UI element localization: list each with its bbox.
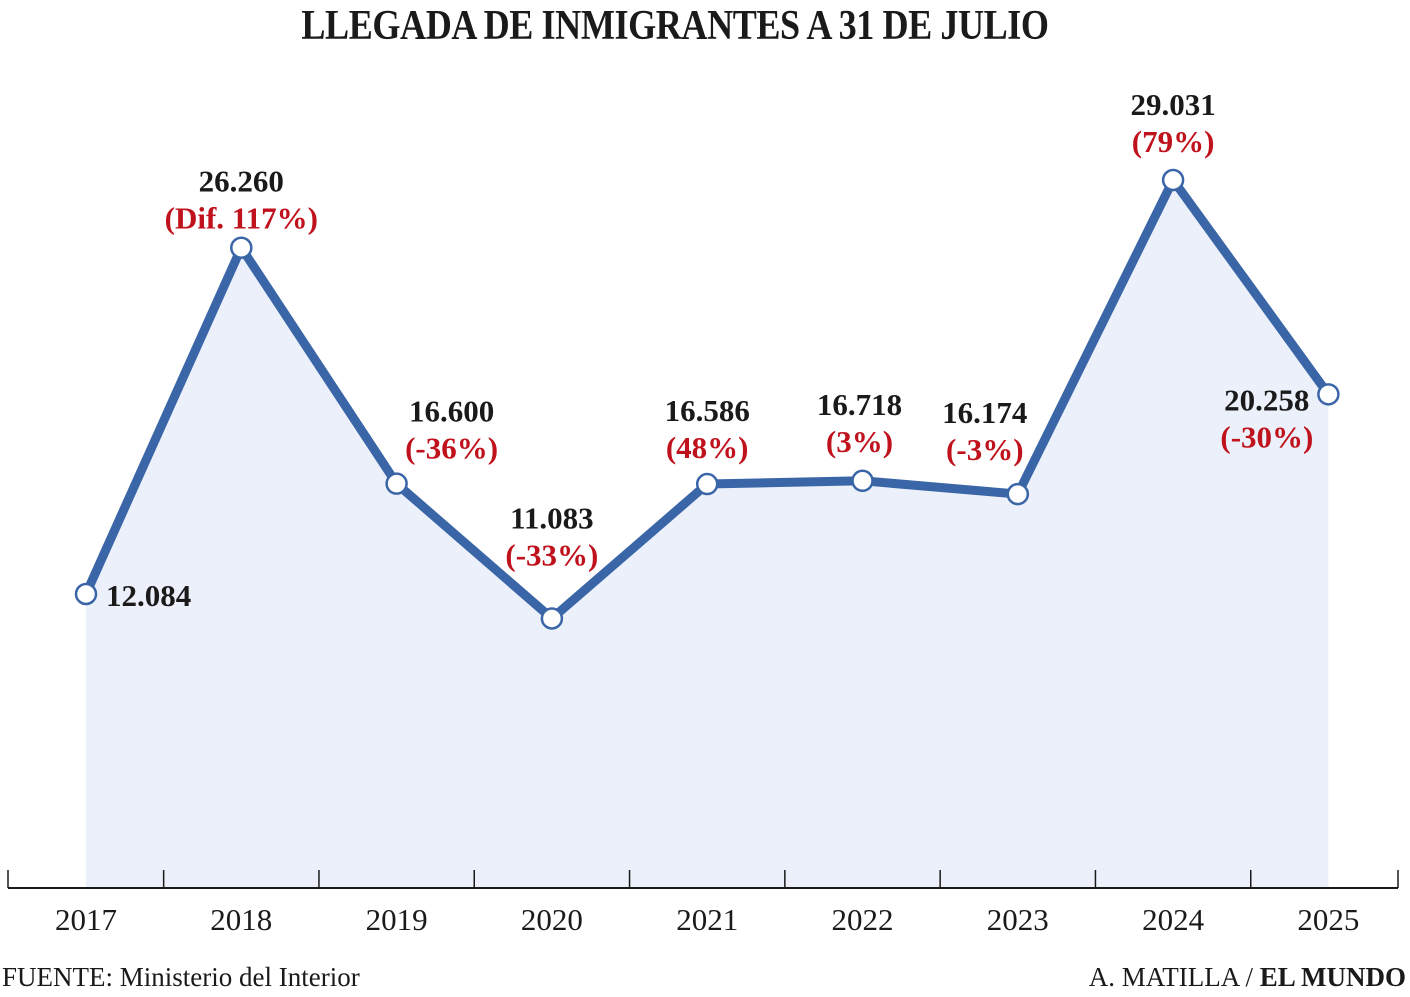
data-points <box>74 168 1340 630</box>
value-label-2019: 16.600 <box>409 394 494 429</box>
value-label-2025: 20.258 <box>1224 382 1309 417</box>
value-label-2021: 16.586 <box>665 393 750 428</box>
data-point-2018 <box>230 236 253 259</box>
value-label-2020: 11.083 <box>510 500 594 535</box>
value-label-2023: 16.174 <box>942 395 1027 430</box>
x-label-2025: 2025 <box>1297 902 1359 937</box>
value-label-2024: 29.031 <box>1130 87 1215 122</box>
data-point-2017 <box>74 582 98 606</box>
change-label-2020: (-33%) <box>505 537 598 572</box>
chart-title: LLEGADA DE INMIGRANTES A 31 DE JULIO <box>301 3 1049 49</box>
change-label-2025: (-30%) <box>1220 419 1313 454</box>
x-label-2021: 2021 <box>676 902 738 937</box>
x-label-2022: 2022 <box>832 902 894 937</box>
source-text: Ministerio del Interior <box>113 962 360 992</box>
x-label-2023: 2023 <box>987 902 1049 937</box>
data-point-2022 <box>851 469 874 493</box>
source-note: FUENTE: Ministerio del Interior <box>2 962 360 993</box>
x-axis-labels: 2017 2018 2019 2020 2021 2022 2023 2024 2025 <box>55 902 1359 937</box>
data-point-2021 <box>695 472 719 496</box>
x-label-2024: 2024 <box>1142 902 1205 937</box>
data-point-2025 <box>1317 383 1340 406</box>
data-point-2024 <box>1161 168 1185 192</box>
change-label-2018: (Dif. 117%) <box>165 201 318 236</box>
data-labels: 12.084 26.260(Dif. 117%) 16.600(-36%) 11.08… <box>106 87 1313 613</box>
data-point-2019 <box>385 472 408 495</box>
x-axis-ticks <box>7 870 1399 888</box>
change-label-2019: (-36%) <box>405 431 498 466</box>
value-label-2022: 16.718 <box>817 387 902 422</box>
x-label-2017: 2017 <box>55 902 117 937</box>
data-point-2023 <box>1006 482 1030 506</box>
x-label-2018: 2018 <box>210 902 272 937</box>
brand-name: EL MUNDO <box>1259 962 1406 992</box>
value-label-2017: 12.084 <box>106 578 191 613</box>
source-prefix: FUENTE: <box>2 962 113 992</box>
x-label-2019: 2019 <box>366 902 428 937</box>
credit-note: A. MATILLA / EL MUNDO <box>1089 962 1406 993</box>
change-label-2024: (79%) <box>1132 124 1215 159</box>
change-label-2021: (48%) <box>666 430 749 465</box>
area-fill <box>86 180 1329 888</box>
value-label-2018: 26.260 <box>199 164 284 199</box>
change-label-2023: (-3%) <box>946 432 1023 467</box>
data-point-2020 <box>540 607 564 630</box>
change-label-2022: (3%) <box>826 424 893 459</box>
x-label-2020: 2020 <box>521 902 583 937</box>
author-credit: A. MATILLA / <box>1088 962 1260 992</box>
